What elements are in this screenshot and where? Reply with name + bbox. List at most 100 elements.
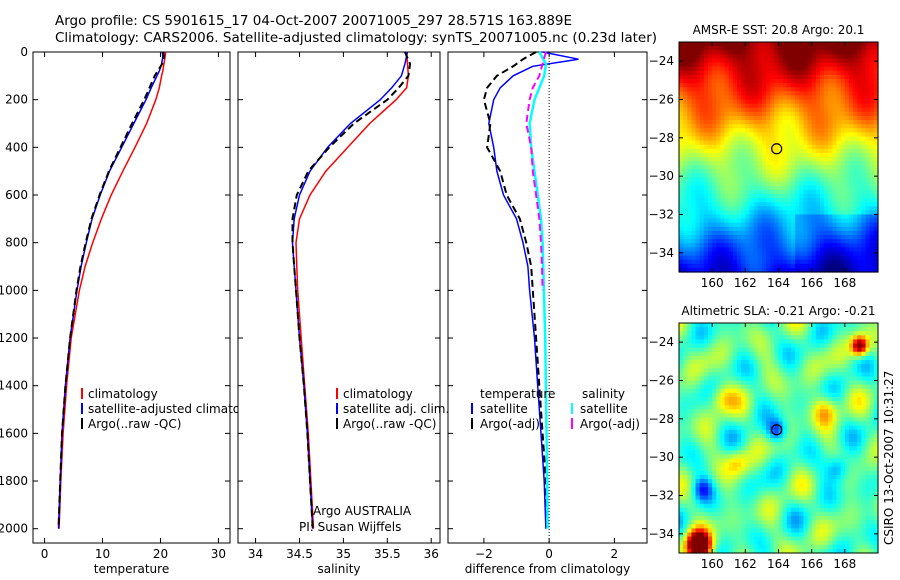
heatmap-cell — [803, 247, 809, 253]
heatmap-cell — [824, 230, 829, 236]
heatmap-cell — [683, 218, 688, 224]
heatmap-cell — [753, 120, 759, 125]
heatmap-cell — [786, 140, 792, 146]
heatmap-cell — [703, 148, 709, 154]
heatmap-cell — [679, 462, 684, 468]
heatmap-cell — [766, 193, 771, 199]
heatmap-cell — [766, 409, 771, 414]
heatmap-cell — [861, 66, 867, 72]
heatmap-cell — [741, 433, 746, 439]
heatmap-cell — [861, 62, 867, 68]
heatmap-cell — [695, 516, 701, 521]
heatmap-cell — [853, 243, 858, 248]
heatmap-cell — [832, 483, 838, 488]
heatmap-cell — [790, 157, 796, 162]
heatmap-cell — [790, 372, 796, 377]
heatmap-cell — [873, 42, 879, 47]
heatmap-cell — [708, 115, 713, 121]
heatmap-cell — [724, 450, 730, 456]
heatmap-cell — [708, 210, 713, 216]
heatmap-cell — [865, 173, 871, 179]
heatmap-cell — [844, 62, 850, 68]
heatmap-cell — [803, 331, 809, 336]
heatmap-cell — [761, 487, 767, 492]
heatmap-cell — [716, 259, 722, 265]
heatmap-cell — [757, 218, 763, 224]
heatmap-cell — [679, 438, 684, 443]
heatmap-cell — [737, 388, 742, 394]
heatmap-cell — [761, 140, 767, 146]
heatmap-cell — [745, 54, 751, 60]
heatmap-cell — [828, 495, 833, 501]
heatmap-cell — [757, 474, 763, 480]
heatmap-cell — [708, 189, 713, 195]
heatmap-cell — [803, 115, 809, 121]
heatmap-cell — [749, 470, 755, 476]
heatmap-cell — [819, 331, 825, 336]
heatmap-cell — [691, 339, 697, 345]
heatmap-cell — [799, 91, 804, 96]
heatmap-cell — [716, 520, 722, 525]
heatmap-cell — [795, 405, 800, 410]
heatmap-cell — [774, 54, 780, 60]
heatmap-cell — [691, 405, 697, 410]
heatmap-cell — [853, 181, 858, 187]
heatmap-cell — [741, 202, 746, 207]
heatmap-cell — [795, 66, 800, 72]
heatmap-cell — [724, 267, 730, 273]
heatmap-cell — [695, 339, 701, 345]
heatmap-cell — [766, 91, 771, 96]
heatmap-cell — [720, 442, 726, 447]
heatmap-cell — [757, 520, 763, 525]
heatmap-cell — [782, 66, 788, 72]
heatmap-cell — [737, 107, 742, 113]
heatmap-cell — [778, 495, 784, 501]
heatmap-cell — [732, 544, 738, 550]
heatmap-cell — [795, 470, 800, 476]
heatmap-cell — [811, 267, 817, 273]
heatmap-cell — [716, 157, 722, 162]
heatmap-cell — [828, 413, 833, 419]
heatmap-cell — [803, 214, 809, 220]
heatmap-cell — [749, 401, 755, 406]
heatmap-cell — [745, 524, 751, 529]
heatmap-cell — [695, 173, 701, 179]
heatmap-cell — [728, 42, 734, 47]
heatmap-cell — [824, 218, 829, 224]
heatmap-cell — [770, 83, 775, 88]
heatmap-cell — [728, 323, 734, 328]
heatmap-cell — [749, 479, 755, 484]
heatmap-cell — [683, 364, 688, 369]
heatmap-cell — [753, 152, 759, 158]
heatmap-cell — [857, 115, 863, 121]
heatmap-cell — [869, 120, 875, 125]
heatmap-cell — [799, 507, 804, 513]
heatmap-cell — [749, 247, 755, 253]
heatmap-cell — [795, 351, 800, 357]
heatmap-cell — [724, 255, 730, 261]
heatmap-cell — [778, 392, 784, 398]
heatmap-cell — [795, 335, 800, 341]
heatmap-cell — [799, 540, 804, 546]
heatmap-cell — [824, 74, 829, 80]
heatmap-cell — [761, 148, 767, 154]
heatmap-cell — [695, 58, 701, 64]
heatmap-cell — [761, 503, 767, 509]
heatmap-cell — [848, 74, 854, 80]
heatmap-cell — [790, 165, 796, 170]
heatmap-cell — [803, 417, 809, 423]
heatmap-cell — [865, 243, 871, 248]
heatmap-cell — [836, 267, 842, 273]
heatmap-cell — [865, 193, 871, 199]
heatmap-cell — [720, 198, 726, 203]
heatmap-cell — [712, 528, 717, 534]
heatmap-cell — [853, 136, 858, 142]
heatmap-cell — [819, 198, 825, 203]
heatmap-cell — [811, 247, 817, 253]
heatmap-cell — [741, 251, 746, 257]
heatmap-cell — [865, 99, 871, 105]
heatmap-cell — [712, 483, 717, 488]
heatmap-cell — [873, 62, 879, 68]
heatmap-cell — [716, 54, 722, 60]
heatmap-cell — [732, 210, 738, 216]
